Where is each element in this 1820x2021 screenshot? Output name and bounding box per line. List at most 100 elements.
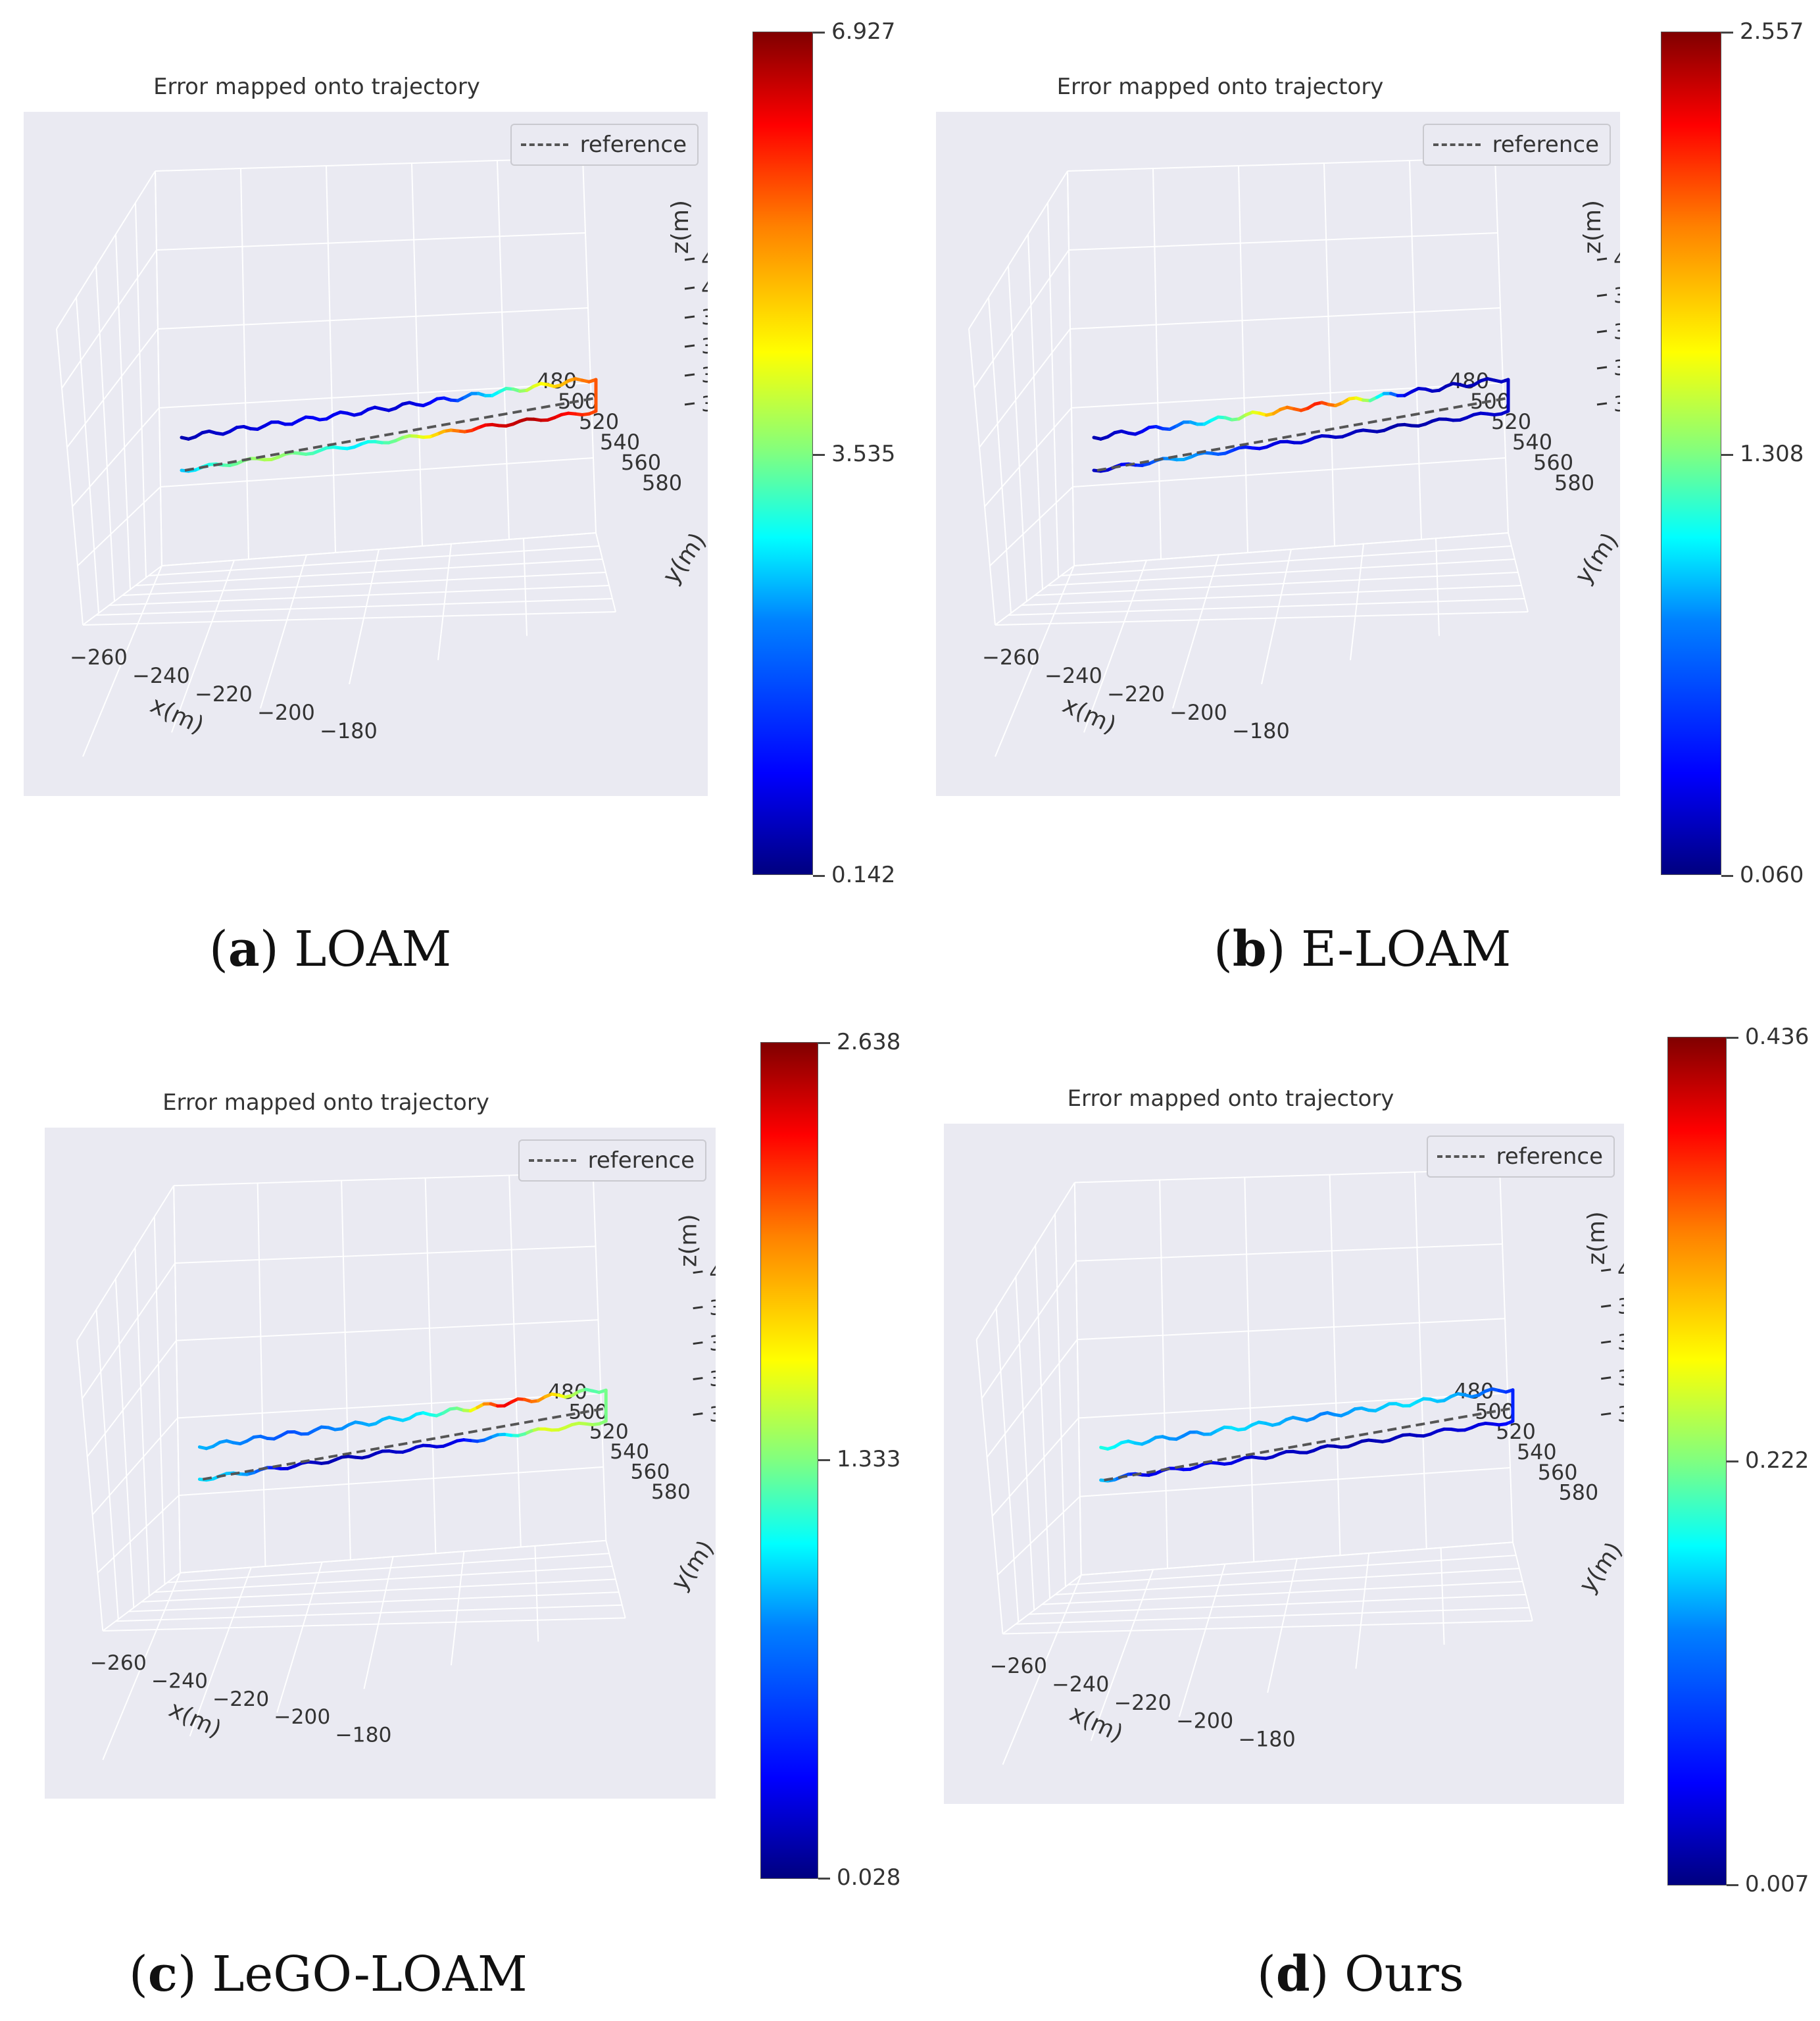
grid-line [968, 328, 996, 626]
y-tick-label: 580 [651, 1480, 691, 1504]
grid-line [189, 1567, 252, 1737]
grid-line [86, 1340, 177, 1457]
grid-line [122, 572, 606, 596]
z-tick-mark [1596, 402, 1608, 406]
grid-line [178, 1466, 604, 1497]
x-tick-label: −220 [195, 682, 253, 707]
legend-dash-icon [1433, 143, 1481, 146]
grid-line [1002, 1574, 1082, 1765]
caption-name: LeGO-LOAM [212, 1946, 528, 2003]
legend-dash-icon [528, 1159, 576, 1162]
z-tick-label: 420 [701, 247, 708, 272]
grid-line [1042, 1580, 1523, 1605]
grid-line [1267, 1558, 1298, 1693]
reference-line [184, 397, 597, 472]
colorbar-min: 0.028 [818, 1864, 900, 1891]
grid-line [56, 328, 84, 626]
grid-line [97, 1495, 180, 1574]
plot-title: Error mapped onto trajectory [153, 74, 480, 100]
panel-a: Error mapped onto trajectory 320 340 360 38… [0, 0, 910, 1010]
grid-line [1073, 1182, 1082, 1576]
z-tick-label: 380 [1613, 283, 1620, 308]
grid-line [260, 555, 307, 709]
z-tick-label: 380 [701, 305, 708, 330]
plot-title: Error mapped onto trajectory [162, 1089, 489, 1116]
colorbar-mid: 0.222 [1727, 1447, 1809, 1474]
y-tick-label: 540 [1517, 1439, 1557, 1464]
grid-line [1077, 1318, 1506, 1341]
legend-label: reference [1492, 132, 1599, 158]
grid-line [240, 168, 249, 560]
x-tick-label: −180 [320, 718, 378, 743]
grid-line [135, 202, 147, 578]
colorbar [1661, 32, 1721, 875]
caption-letter: a [228, 921, 260, 978]
z-tick-mark [1596, 257, 1608, 261]
y-tick-label: 540 [1512, 430, 1552, 455]
z-tick-label: 320 [1613, 391, 1620, 416]
z-tick-label: 380 [709, 1296, 716, 1320]
grid-line [995, 1308, 1020, 1622]
grid-line [1508, 532, 1529, 612]
grid-line [1068, 232, 1498, 251]
grid-line [1079, 1466, 1511, 1497]
grid-line [156, 232, 586, 251]
caption-letter: b [1232, 921, 1267, 978]
z-tick-mark [684, 257, 695, 261]
grid-line [1047, 202, 1059, 578]
grid-line [996, 1495, 1081, 1576]
x-tick-label: −220 [1107, 682, 1165, 707]
grid-line [1067, 170, 1075, 566]
grid-line [103, 1617, 626, 1632]
x-tick-label: −180 [335, 1724, 391, 1747]
plot-area: 320340360380400z(m)480500520540560580y(m… [944, 1124, 1658, 1804]
colorbar [752, 32, 813, 875]
grid-line [1172, 555, 1219, 709]
z-tick-mark [693, 1377, 703, 1380]
grid-line [1512, 1542, 1533, 1621]
grid-line [276, 1562, 323, 1713]
z-tick-label: 320 [709, 1403, 716, 1426]
grid-line [523, 538, 528, 636]
z-tick-mark [684, 402, 695, 406]
panel-b: Error mapped onto trajectory 320 340 360 38… [910, 0, 1820, 1010]
grid-line [157, 307, 589, 330]
y-axis-label: y(m) [1574, 1537, 1624, 1598]
grid-line [437, 543, 452, 661]
grid-line [1494, 157, 1509, 534]
grid-line [1435, 538, 1440, 636]
grid-line [82, 1262, 176, 1399]
x-tick-label: −240 [151, 1669, 208, 1693]
grid-line [76, 297, 99, 614]
colorbar-max: 2.557 [1721, 18, 1804, 45]
plot-area: 320340360380400420z(m)480500520540560580… [24, 112, 741, 796]
y-tick-label: 540 [610, 1440, 649, 1464]
panel-caption: (a) LOAM [209, 921, 452, 978]
grid-line [1440, 1547, 1445, 1645]
z-tick-mark [1601, 1304, 1611, 1308]
legend: reference [518, 1139, 706, 1182]
grid-line [1244, 1177, 1255, 1562]
colorbar-mid: 1.333 [818, 1446, 900, 1472]
grid-line [1070, 307, 1501, 330]
z-tick-mark [1601, 1412, 1611, 1416]
y-axis-label: y(m) [658, 528, 708, 589]
grid-line [1054, 1214, 1066, 1587]
plot-area: 320340360380400z(m)480500520540560580y(m… [45, 1128, 749, 1799]
legend-label: reference [579, 132, 687, 158]
x-tick-label: −260 [70, 645, 128, 670]
z-tick-label: 360 [701, 334, 708, 359]
z-tick-label: 340 [1617, 1366, 1624, 1391]
grid-line [424, 1178, 437, 1554]
grid-line [1323, 162, 1335, 547]
z-tick-label: 340 [701, 362, 708, 387]
grid-line [115, 1604, 622, 1622]
grid-line [95, 265, 115, 602]
colorbar-min: 0.060 [1721, 862, 1804, 888]
y-tick-label: 580 [1559, 1480, 1599, 1505]
reference-line [1104, 1407, 1513, 1482]
z-tick-mark [1601, 1340, 1611, 1344]
grid-line [1008, 598, 1525, 616]
z-tick-mark [693, 1412, 703, 1416]
grid-line [592, 1172, 607, 1541]
